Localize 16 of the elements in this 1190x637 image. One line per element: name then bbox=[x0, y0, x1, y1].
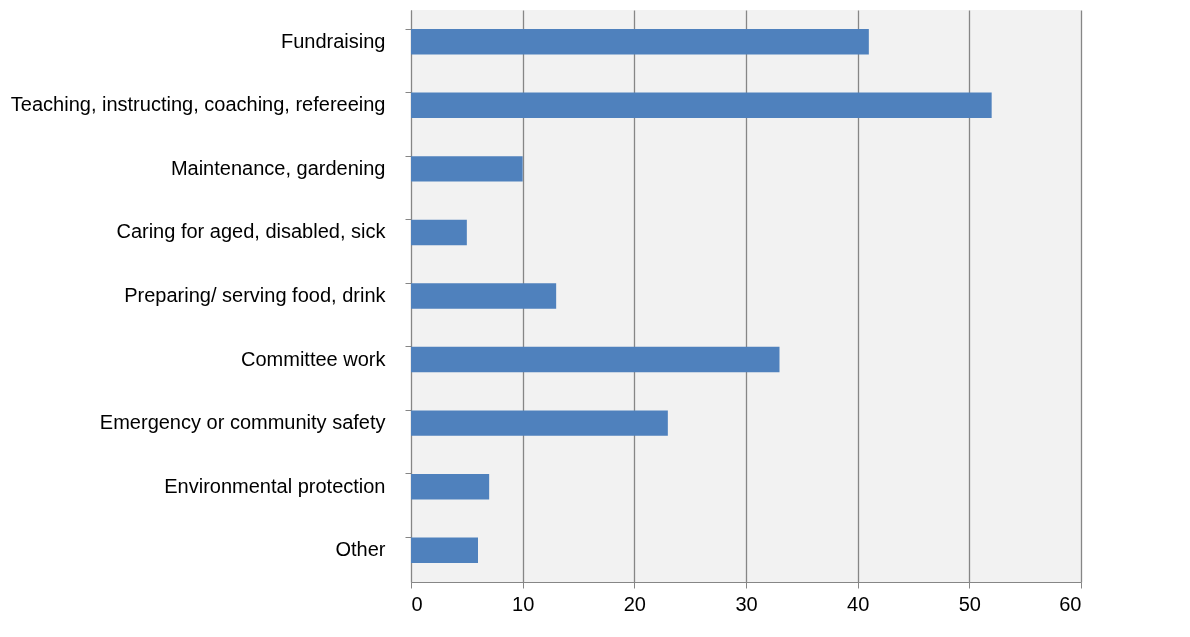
x-tick-label: 20 bbox=[623, 592, 646, 615]
x-tick-label: 50 bbox=[958, 592, 981, 615]
y-tick-label: Caring for aged, disabled, sick bbox=[116, 220, 387, 243]
y-tick-label: Fundraising bbox=[280, 29, 386, 52]
y-tick-label: Emergency or community safety bbox=[99, 411, 386, 434]
x-tick-label: 60 bbox=[1059, 592, 1082, 615]
x-tick-label: 10 bbox=[512, 592, 535, 615]
y-tick-label: Environmental protection bbox=[164, 474, 386, 497]
y-tick-label: Other bbox=[335, 538, 386, 561]
y-tick-label: Committee work bbox=[241, 347, 387, 370]
y-tick-label: Preparing/ serving food, drink bbox=[124, 284, 387, 306]
y-tick-label: Teaching, instructing, coaching, refereeing bbox=[10, 93, 386, 116]
x-tick-label: 40 bbox=[847, 592, 870, 615]
y-tick-label: Maintenance, gardening bbox=[170, 156, 386, 179]
x-tick-label: 30 bbox=[735, 592, 758, 615]
x-tick-label: 0 bbox=[411, 592, 423, 615]
